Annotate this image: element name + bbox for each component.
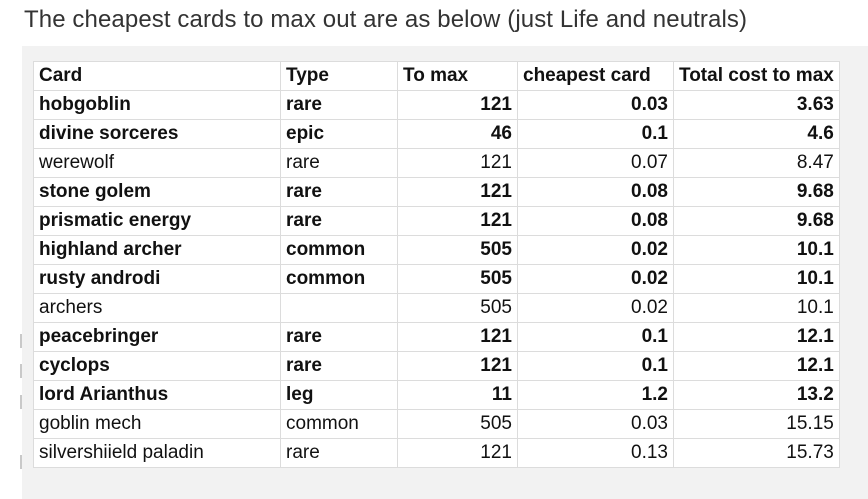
spreadsheet-grid: Card Type To max cheapest card Total cos… <box>33 61 840 468</box>
table-row: lord Arianthus leg 11 1.2 13.2 <box>33 380 840 410</box>
cell-card[interactable]: hobgoblin <box>33 90 281 120</box>
table-row: goblin mech common 505 0.03 15.15 <box>33 409 840 439</box>
cell-total-cost[interactable]: 9.68 <box>673 206 840 236</box>
cell-to-max[interactable]: 505 <box>397 264 518 294</box>
cell-card[interactable]: highland archer <box>33 235 281 265</box>
cell-type[interactable] <box>280 293 398 323</box>
cell-cheapest-card[interactable]: 0.02 <box>517 235 674 265</box>
cell-card[interactable]: silvershiield paladin <box>33 438 281 468</box>
cell-total-cost[interactable]: 10.1 <box>673 235 840 265</box>
table-row: peacebringer rare 121 0.1 12.1 <box>33 322 840 352</box>
cell-cheapest-card[interactable]: 0.13 <box>517 438 674 468</box>
cell-total-cost[interactable]: 10.1 <box>673 293 840 323</box>
cell-cheapest-card[interactable]: 0.03 <box>517 409 674 439</box>
cell-to-max[interactable]: 121 <box>397 90 518 120</box>
header-to-max[interactable]: To max <box>397 61 518 91</box>
cell-to-max[interactable]: 121 <box>397 148 518 178</box>
cell-cheapest-card[interactable]: 0.03 <box>517 90 674 120</box>
table-row: archers 505 0.02 10.1 <box>33 293 840 323</box>
edge-mark <box>20 395 22 409</box>
header-cheapest-card[interactable]: cheapest card <box>517 61 674 91</box>
table-row: prismatic energy rare 121 0.08 9.68 <box>33 206 840 236</box>
cell-to-max[interactable]: 505 <box>397 409 518 439</box>
cell-type[interactable]: epic <box>280 119 398 149</box>
cell-total-cost[interactable]: 15.15 <box>673 409 840 439</box>
cell-to-max[interactable]: 121 <box>397 177 518 207</box>
cell-to-max[interactable]: 121 <box>397 206 518 236</box>
cell-total-cost[interactable]: 15.73 <box>673 438 840 468</box>
cell-type[interactable]: rare <box>280 351 398 381</box>
cell-to-max[interactable]: 11 <box>397 380 518 410</box>
header-row: Card Type To max cheapest card Total cos… <box>33 61 840 91</box>
table-row: cyclops rare 121 0.1 12.1 <box>33 351 840 381</box>
edge-mark <box>20 364 22 378</box>
cell-to-max[interactable]: 121 <box>397 322 518 352</box>
table-row: silvershiield paladin rare 121 0.13 15.73 <box>33 438 840 468</box>
edge-mark <box>20 455 22 469</box>
table-row: rusty androdi common 505 0.02 10.1 <box>33 264 840 294</box>
cell-type[interactable]: common <box>280 235 398 265</box>
cell-total-cost[interactable]: 10.1 <box>673 264 840 294</box>
cell-cheapest-card[interactable]: 0.02 <box>517 293 674 323</box>
cell-type[interactable]: rare <box>280 177 398 207</box>
cell-card[interactable]: goblin mech <box>33 409 281 439</box>
cell-card[interactable]: archers <box>33 293 281 323</box>
cell-total-cost[interactable]: 8.47 <box>673 148 840 178</box>
card-cost-table: Card Type To max cheapest card Total cos… <box>33 61 840 468</box>
cell-card[interactable]: prismatic energy <box>33 206 281 236</box>
cell-card[interactable]: peacebringer <box>33 322 281 352</box>
table-row: werewolf rare 121 0.07 8.47 <box>33 148 840 178</box>
cell-to-max[interactable]: 121 <box>397 438 518 468</box>
cell-cheapest-card[interactable]: 0.07 <box>517 148 674 178</box>
cell-type[interactable]: rare <box>280 438 398 468</box>
cell-to-max[interactable]: 505 <box>397 235 518 265</box>
cell-type[interactable]: rare <box>280 206 398 236</box>
edge-mark <box>20 334 22 348</box>
table-row: divine sorceres epic 46 0.1 4.6 <box>33 119 840 149</box>
header-total-cost[interactable]: Total cost to max <box>673 61 840 91</box>
cell-to-max[interactable]: 121 <box>397 351 518 381</box>
cell-type[interactable]: common <box>280 409 398 439</box>
cell-type[interactable]: leg <box>280 380 398 410</box>
cell-total-cost[interactable]: 4.6 <box>673 119 840 149</box>
cell-cheapest-card[interactable]: 0.1 <box>517 322 674 352</box>
cell-to-max[interactable]: 46 <box>397 119 518 149</box>
cell-total-cost[interactable]: 12.1 <box>673 351 840 381</box>
cell-type[interactable]: rare <box>280 90 398 120</box>
cell-total-cost[interactable]: 3.63 <box>673 90 840 120</box>
cell-card[interactable]: stone golem <box>33 177 281 207</box>
cell-type[interactable]: rare <box>280 322 398 352</box>
cell-to-max[interactable]: 505 <box>397 293 518 323</box>
header-type[interactable]: Type <box>280 61 398 91</box>
cell-card[interactable]: divine sorceres <box>33 119 281 149</box>
cell-cheapest-card[interactable]: 0.02 <box>517 264 674 294</box>
table-row: stone golem rare 121 0.08 9.68 <box>33 177 840 207</box>
cell-total-cost[interactable]: 12.1 <box>673 322 840 352</box>
cell-card[interactable]: werewolf <box>33 148 281 178</box>
cell-card[interactable]: rusty androdi <box>33 264 281 294</box>
table-row: hobgoblin rare 121 0.03 3.63 <box>33 90 840 120</box>
cell-cheapest-card[interactable]: 0.1 <box>517 351 674 381</box>
cell-cheapest-card[interactable]: 0.1 <box>517 119 674 149</box>
cell-cheapest-card[interactable]: 1.2 <box>517 380 674 410</box>
cell-cheapest-card[interactable]: 0.08 <box>517 206 674 236</box>
cell-total-cost[interactable]: 13.2 <box>673 380 840 410</box>
header-card[interactable]: Card <box>33 61 281 91</box>
cell-total-cost[interactable]: 9.68 <box>673 177 840 207</box>
cell-cheapest-card[interactable]: 0.08 <box>517 177 674 207</box>
cell-card[interactable]: lord Arianthus <box>33 380 281 410</box>
cell-type[interactable]: common <box>280 264 398 294</box>
page-heading: The cheapest cards to max out are as bel… <box>24 6 748 33</box>
cell-type[interactable]: rare <box>280 148 398 178</box>
cell-card[interactable]: cyclops <box>33 351 281 381</box>
table-row: highland archer common 505 0.02 10.1 <box>33 235 840 265</box>
